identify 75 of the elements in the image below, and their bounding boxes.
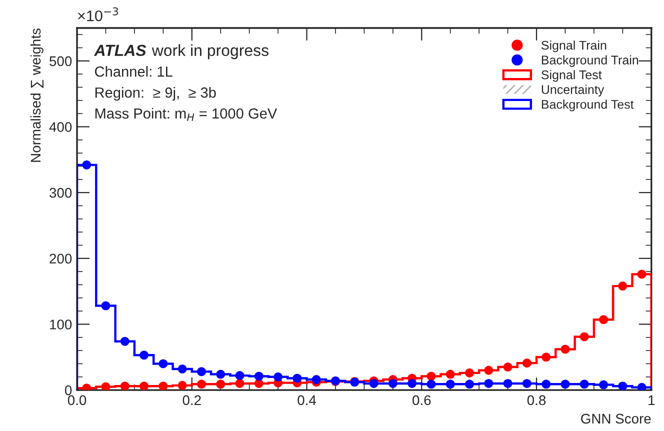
x-tick-label: 0.0 <box>68 395 86 406</box>
point <box>484 366 494 375</box>
annotation: Region: ≥ 9j, ≥ 3b <box>95 87 216 101</box>
point <box>408 378 417 388</box>
point <box>140 350 149 360</box>
point <box>158 382 168 390</box>
x-tick-label: 0.8 <box>527 395 546 406</box>
point <box>140 382 149 390</box>
point <box>196 367 206 376</box>
point <box>101 301 110 310</box>
point <box>388 378 398 388</box>
y-tick-label: 400 <box>49 122 72 132</box>
point <box>446 380 455 389</box>
point <box>637 270 646 279</box>
x-tick-label: 1 <box>648 395 655 405</box>
point <box>369 378 378 388</box>
x-tick-label: 0.2 <box>182 395 201 406</box>
legend-label: Background Train <box>542 55 638 67</box>
point <box>235 371 244 380</box>
annotation: work in progress <box>152 44 268 60</box>
legend-label: Uncertainty <box>542 84 604 96</box>
point <box>274 372 283 382</box>
text: ×10$^{−3}$ <box>78 7 118 22</box>
point <box>178 380 187 390</box>
point <box>312 375 321 384</box>
point <box>216 380 226 389</box>
point <box>599 315 608 324</box>
y-tick-label: 100 <box>50 320 72 330</box>
x-tick-label: 0.6 <box>412 395 431 406</box>
annotation: ATLAS <box>94 44 146 56</box>
point <box>464 380 474 389</box>
y-tick-label: 500 <box>50 56 72 66</box>
point <box>560 380 570 389</box>
point <box>522 378 532 388</box>
point <box>120 382 130 390</box>
point <box>158 359 168 368</box>
point <box>254 378 264 388</box>
point <box>542 380 551 389</box>
point <box>580 380 589 389</box>
legend-label: Signal Test <box>541 70 602 82</box>
point <box>637 382 646 390</box>
point <box>599 380 608 390</box>
annotation: Mass Point: m$_{H}$ = 1000 GeV <box>95 108 278 121</box>
point <box>618 282 628 291</box>
x-tick-label: 0.4 <box>298 395 316 406</box>
point <box>120 336 130 346</box>
point <box>503 362 512 372</box>
point <box>560 344 570 354</box>
point <box>446 370 455 379</box>
point <box>292 374 302 383</box>
point <box>580 332 589 342</box>
legend-label: Background Test <box>542 100 634 112</box>
point <box>464 368 474 378</box>
point <box>618 382 628 390</box>
point <box>101 382 110 390</box>
point <box>542 352 551 362</box>
x-axis-title: GNN Score <box>581 414 651 424</box>
point <box>196 380 206 389</box>
point <box>178 364 187 374</box>
point <box>82 160 92 170</box>
y-tick-label: 0 <box>64 385 72 396</box>
y-tick-label: 200 <box>50 254 72 264</box>
point <box>522 358 532 368</box>
point <box>503 378 512 388</box>
point <box>254 372 264 381</box>
point <box>426 372 436 381</box>
legend-label: Signal Train <box>541 40 606 52</box>
point <box>484 378 494 388</box>
point <box>82 384 92 390</box>
y-axis-title: Normalised ∑ weights <box>30 28 44 162</box>
point <box>216 370 226 379</box>
point <box>426 380 436 389</box>
y-tick-label: 300 <box>50 188 72 198</box>
annotation: Channel: 1L <box>94 66 172 77</box>
point <box>235 378 244 388</box>
